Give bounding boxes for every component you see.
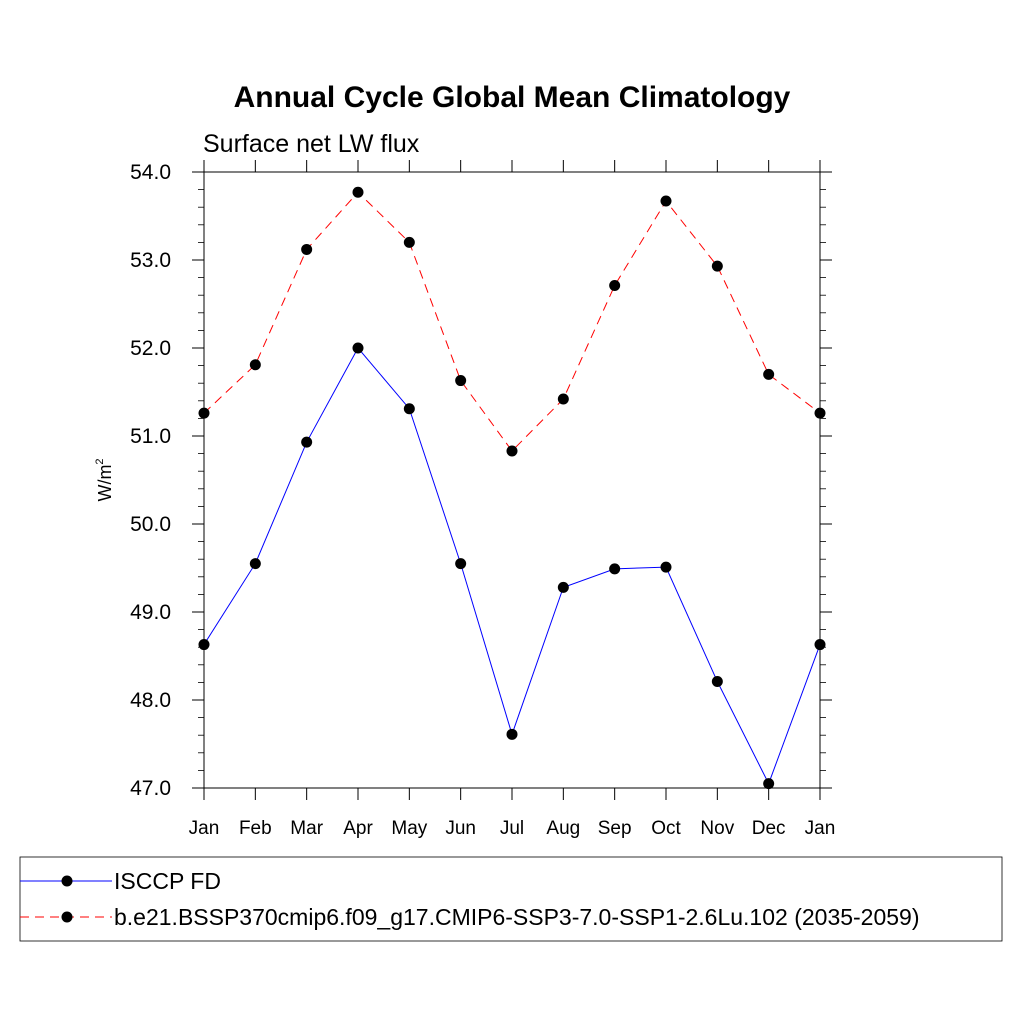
y-tick-label: 48.0 bbox=[130, 689, 171, 712]
y-tick-label: 53.0 bbox=[130, 249, 171, 272]
data-point-series1-11 bbox=[763, 368, 775, 380]
data-point-series0-5 bbox=[455, 558, 467, 570]
data-point-series1-10 bbox=[711, 260, 723, 272]
major-ticks bbox=[192, 160, 832, 800]
data-point-series1-3 bbox=[352, 186, 364, 198]
x-tick-labels: Jan Feb Mar Apr May Jun Jul Aug Sep Oct Nov Dec Jan bbox=[189, 818, 836, 839]
data-point-series0-3 bbox=[352, 342, 364, 354]
x-tick-label: Jul bbox=[500, 818, 524, 839]
y-tick-label: 49.0 bbox=[130, 601, 171, 624]
y-axis-label-unit: W/m bbox=[95, 465, 115, 502]
data-point-series1-7 bbox=[557, 393, 569, 405]
y-tick-label: 54.0 bbox=[130, 161, 171, 184]
x-tick-label: Feb bbox=[239, 818, 272, 839]
y-tick-label: 50.0 bbox=[130, 513, 171, 536]
data-point-series0-8 bbox=[609, 563, 621, 575]
data-point-series1-2 bbox=[301, 243, 313, 255]
data-point-series1-6 bbox=[506, 445, 518, 457]
data-point-series1-8 bbox=[609, 280, 621, 292]
x-tick-label: Dec bbox=[752, 818, 786, 839]
x-tick-label: Sep bbox=[598, 818, 632, 839]
y-axis-label: W/m2 bbox=[94, 458, 115, 501]
data-point-series0-11 bbox=[763, 778, 775, 790]
data-point-series1-4 bbox=[403, 236, 415, 248]
series-line-0 bbox=[203, 347, 821, 785]
data-point-series0-2 bbox=[301, 436, 313, 448]
series-line-1 bbox=[203, 191, 821, 452]
data-point-series1-1 bbox=[249, 359, 261, 371]
y-tick-label: 47.0 bbox=[130, 777, 171, 800]
data-point-series0-4 bbox=[403, 403, 415, 415]
y-tick-label: 52.0 bbox=[130, 337, 171, 360]
y-tick-labels: 47.0 48.0 49.0 50.0 51.0 52.0 53.0 54.0 bbox=[130, 161, 171, 800]
series-points bbox=[198, 186, 826, 790]
x-tick-label: Oct bbox=[651, 818, 681, 839]
series-lines bbox=[203, 191, 821, 785]
x-tick-label: Jan bbox=[189, 818, 220, 839]
data-point-series0-7 bbox=[557, 581, 569, 593]
legend-box bbox=[19, 856, 1003, 942]
x-tick-label: Apr bbox=[343, 818, 373, 839]
data-point-series0-10 bbox=[711, 676, 723, 688]
plot-frame bbox=[203, 171, 821, 789]
data-point-series1-5 bbox=[455, 375, 467, 387]
legend: ISCCP FD b.e21.BSSP370cmip6.f09_g17.CMIP… bbox=[19, 856, 1003, 942]
minor-ticks bbox=[198, 189, 826, 771]
x-tick-label: Jan bbox=[805, 818, 836, 839]
legend-marker-isccp bbox=[61, 875, 73, 887]
data-point-series1-9 bbox=[660, 195, 672, 207]
x-tick-label: Jun bbox=[445, 818, 476, 839]
x-tick-label: Nov bbox=[700, 818, 734, 839]
x-tick-label: May bbox=[391, 818, 427, 839]
chart-subtitle: Surface net LW flux bbox=[203, 130, 420, 158]
chart-title: Annual Cycle Global Mean Climatology bbox=[234, 81, 791, 114]
legend-marker-model bbox=[61, 911, 73, 923]
y-tick-label: 51.0 bbox=[130, 425, 171, 448]
x-tick-label: Mar bbox=[290, 818, 323, 839]
legend-label-model: b.e21.BSSP370cmip6.f09_g17.CMIP6-SSP3-7.… bbox=[114, 904, 920, 930]
data-point-series0-1 bbox=[249, 558, 261, 570]
legend-label-isccp: ISCCP FD bbox=[114, 868, 221, 894]
y-axis-label-exponent: 2 bbox=[94, 458, 106, 464]
svg-text:W/m2: W/m2 bbox=[94, 458, 115, 501]
x-tick-label: Aug bbox=[546, 818, 580, 839]
data-point-series0-9 bbox=[660, 561, 672, 573]
data-point-series0-6 bbox=[506, 728, 518, 740]
